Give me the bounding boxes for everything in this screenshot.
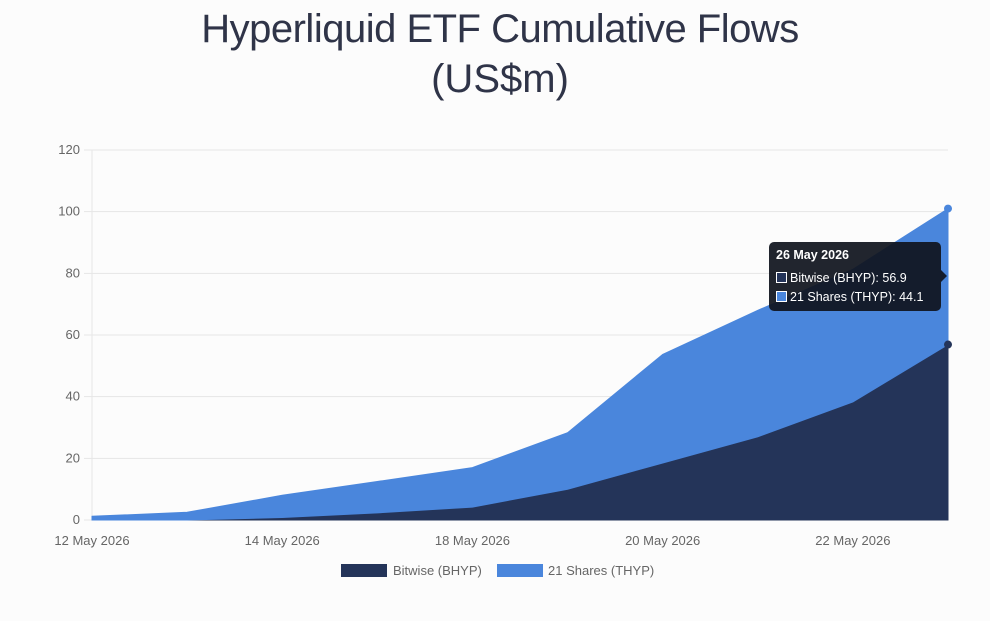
x-axis-ticks: 12 May 2026 14 May 2026 18 May 2026 20 May …	[54, 533, 890, 548]
x-tick-label: 18 May 2026	[435, 533, 510, 548]
y-tick-label: 80	[66, 265, 80, 280]
y-tick-label: 120	[58, 142, 80, 157]
legend-item-2[interactable]: 21 Shares (THYP)	[497, 563, 654, 578]
y-tick-label: 20	[66, 450, 80, 465]
y-tick-label: 60	[66, 327, 80, 342]
legend-label: Bitwise (BHYP)	[393, 563, 482, 578]
tooltip-text-21shares: 21 Shares (THYP): 44.1	[790, 289, 924, 304]
active-points	[944, 204, 952, 349]
x-tick-label: 12 May 2026	[54, 533, 129, 548]
tooltip-swatch-21shares	[776, 291, 787, 302]
legend-item-1[interactable]: Bitwise (BHYP)	[341, 563, 482, 578]
tooltip: 26 May 2026 Bitwise (BHYP): 56.9 21 Shar…	[769, 242, 947, 311]
legend[interactable]: Bitwise (BHYP) 21 Shares (THYP)	[341, 563, 654, 578]
tooltip-swatch-bitwise	[776, 272, 787, 283]
y-tick-label: 100	[58, 204, 80, 219]
tooltip-row-21shares: 21 Shares (THYP): 44.1	[776, 287, 934, 306]
legend-swatch	[497, 564, 543, 577]
tooltip-title: 26 May 2026	[776, 248, 849, 262]
x-tick-label: 20 May 2026	[625, 533, 700, 548]
active-point-series-1[interactable]	[944, 340, 952, 349]
legend-label: 21 Shares (THYP)	[548, 563, 654, 578]
chart-subtitle: (US$m)	[431, 57, 569, 101]
y-tick-label: 40	[66, 389, 80, 404]
tooltip-row-bitwise: Bitwise (BHYP): 56.9	[776, 268, 934, 287]
chart-title: Hyperliquid ETF Cumulative Flows	[201, 7, 799, 51]
tooltip-text-bitwise: Bitwise (BHYP): 56.9	[790, 270, 907, 285]
legend-swatch	[341, 564, 387, 577]
y-axis-ticks: 0 20 40 60 80 100 120	[58, 142, 80, 527]
active-point-series-2[interactable]	[944, 204, 952, 213]
x-tick-label: 14 May 2026	[245, 533, 320, 548]
y-tick-label: 0	[73, 512, 80, 527]
x-tick-label: 22 May 2026	[815, 533, 890, 548]
